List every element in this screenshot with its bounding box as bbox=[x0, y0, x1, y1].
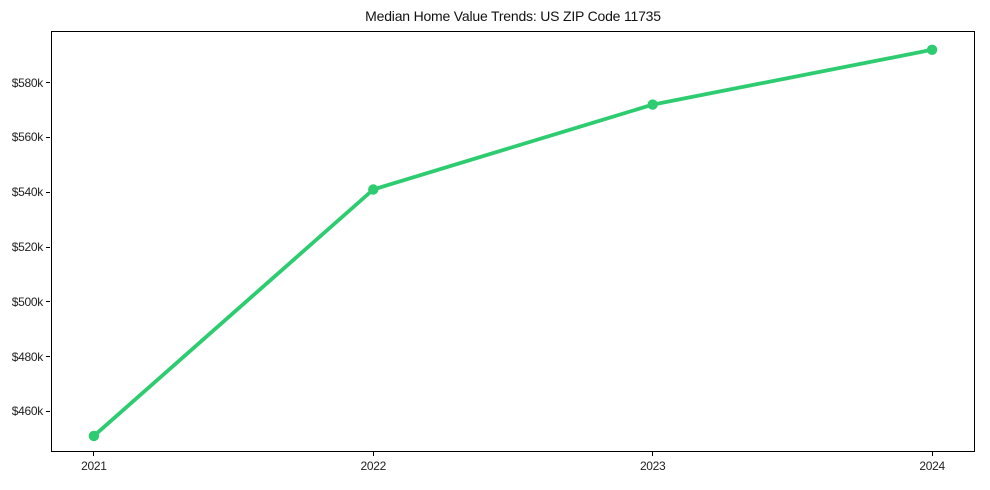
data-point-marker bbox=[647, 99, 658, 110]
y-tick-label: $560k bbox=[11, 130, 44, 145]
y-tick-label: $500k bbox=[11, 294, 44, 309]
y-tick-mark bbox=[46, 246, 50, 248]
data-point-marker bbox=[88, 430, 100, 442]
x-tick-mark bbox=[93, 452, 95, 456]
x-tick-label: 2022 bbox=[360, 459, 387, 473]
plot-area bbox=[51, 31, 975, 452]
y-tick-label: $580k bbox=[11, 75, 44, 90]
trend-line bbox=[92, 47, 934, 438]
x-tick-mark bbox=[372, 452, 374, 456]
y-tick-mark bbox=[46, 82, 50, 84]
y-tick-label: $480k bbox=[11, 349, 44, 364]
x-tick-mark bbox=[931, 452, 933, 456]
y-tick-mark bbox=[46, 410, 50, 412]
data-point-marker bbox=[368, 184, 379, 195]
x-tick-label: 2024 bbox=[919, 459, 945, 473]
y-tick-mark bbox=[46, 301, 50, 303]
chart-title: Median Home Value Trends: US ZIP Code 11… bbox=[365, 8, 661, 24]
y-tick-mark bbox=[46, 136, 50, 138]
y-tick-mark bbox=[46, 356, 50, 357]
y-tick-label: $540k bbox=[11, 185, 44, 200]
y-tick-label: $460k bbox=[11, 404, 44, 419]
data-point-marker bbox=[926, 44, 938, 55]
x-tick-label: 2021 bbox=[81, 459, 107, 473]
line-chart-svg bbox=[88, 44, 938, 442]
x-tick-mark bbox=[652, 452, 654, 456]
y-tick-label: $520k bbox=[11, 240, 44, 254]
y-tick-mark bbox=[46, 191, 50, 193]
x-tick-label: 2023 bbox=[639, 459, 666, 473]
